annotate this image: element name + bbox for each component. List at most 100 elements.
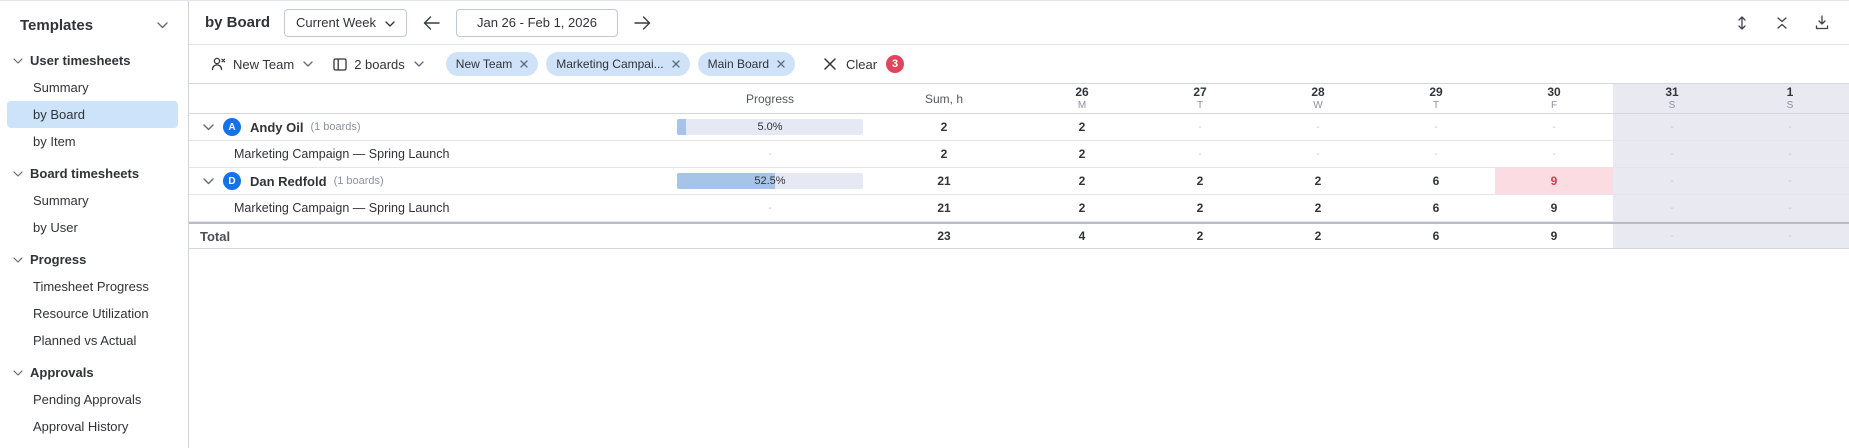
progress-cell: 5.0%: [675, 114, 865, 140]
sidebar-group-header[interactable]: Approvals: [0, 359, 188, 386]
day-cell[interactable]: 4: [1078, 229, 1086, 243]
day-cell[interactable]: -: [1434, 121, 1438, 133]
sidebar-group: Approvals Pending Approvals Approval His…: [0, 359, 188, 440]
day-cell[interactable]: -: [1198, 121, 1202, 133]
day-cell[interactable]: 2: [1314, 174, 1322, 188]
boards-filter-button[interactable]: 2 boards: [327, 57, 430, 72]
expand-chevron-icon[interactable]: [203, 123, 214, 131]
download-button[interactable]: [1809, 10, 1835, 36]
chevron-down-icon: [13, 256, 23, 263]
sidebar-item[interactable]: Resource Utilization: [7, 300, 178, 327]
day-cell[interactable]: -: [1731, 224, 1849, 248]
day-cell[interactable]: -: [1731, 195, 1849, 221]
sidebar-group-items: Pending Approvals Approval History: [0, 386, 188, 440]
day-cell[interactable]: 2: [1078, 201, 1086, 215]
sidebar-group-label: Progress: [30, 252, 87, 267]
day-cell[interactable]: -: [1731, 168, 1849, 194]
sidebar-item[interactable]: Summary: [7, 74, 178, 101]
day-cell[interactable]: 2: [1196, 229, 1204, 243]
day-cell[interactable]: 2: [1078, 147, 1086, 161]
day-cell[interactable]: 6: [1432, 201, 1440, 215]
expand-vertical-icon: [1738, 15, 1746, 30]
collapse-all-button[interactable]: [1769, 10, 1795, 36]
sidebar-item-label: Approval History: [33, 419, 129, 434]
sidebar-item[interactable]: by User: [7, 214, 178, 241]
day-cell[interactable]: 9: [1550, 201, 1558, 215]
date-range-button[interactable]: Jan 26 - Feb 1, 2026: [455, 8, 618, 37]
day-cell[interactable]: -: [1731, 141, 1849, 167]
next-week-button[interactable]: [632, 14, 653, 32]
main-panel: by Board Current Week Jan 26 - Feb 1, 20…: [189, 1, 1849, 448]
chevron-down-icon: [13, 369, 23, 376]
close-icon: [824, 58, 836, 70]
sidebar-item-label: by Item: [33, 134, 76, 149]
name-column-header: [189, 84, 675, 113]
board-name: Marketing Campaign — Spring Launch: [234, 147, 450, 161]
day-cell[interactable]: -: [1613, 114, 1731, 140]
sidebar-group-header[interactable]: User timesheets: [0, 47, 188, 74]
prev-week-button[interactable]: [421, 14, 442, 32]
filter-chip[interactable]: Marketing Campai...: [546, 52, 690, 76]
remove-chip-icon[interactable]: [671, 60, 680, 68]
board-name-cell: Marketing Campaign — Spring Launch: [189, 141, 675, 167]
expand-vertical-button[interactable]: [1729, 10, 1755, 36]
team-filter-button[interactable]: New Team: [205, 57, 319, 72]
progress-cell: -: [768, 202, 772, 214]
day-cell[interactable]: -: [1731, 114, 1849, 140]
day-cell[interactable]: -: [1552, 121, 1556, 133]
sidebar-group-label: Approvals: [30, 365, 94, 380]
sidebar-item[interactable]: Timesheet Progress: [7, 273, 178, 300]
day-cell[interactable]: -: [1552, 148, 1556, 160]
day-of-week: F: [1550, 99, 1558, 111]
day-cell[interactable]: 9: [1495, 168, 1613, 194]
progress-label: 5.0%: [757, 121, 783, 133]
day-cell[interactable]: 6: [1432, 174, 1440, 188]
day-number: 26: [1075, 84, 1089, 99]
day-cell[interactable]: 2: [1314, 201, 1322, 215]
sidebar-group-items: Summary by Board by Item: [0, 74, 188, 155]
sidebar-item[interactable]: Summary: [7, 187, 178, 214]
period-select[interactable]: Current Week: [284, 8, 407, 37]
day-cell[interactable]: 2: [1314, 229, 1322, 243]
remove-chip-icon[interactable]: [520, 60, 528, 68]
sidebar-item[interactable]: by Board: [7, 101, 178, 128]
day-cell[interactable]: -: [1316, 148, 1320, 160]
day-cell[interactable]: 6: [1432, 229, 1440, 243]
day-cell[interactable]: -: [1198, 148, 1202, 160]
toolbar: by Board Current Week Jan 26 - Feb 1, 20…: [189, 1, 1849, 45]
filter-chip[interactable]: New Team: [445, 52, 539, 76]
clear-filters-button[interactable]: Clear 3: [817, 54, 910, 74]
sidebar-item[interactable]: Planned vs Actual: [7, 327, 178, 354]
chevron-down-icon[interactable]: [157, 22, 168, 29]
sidebar-group: User timesheets Summary by Board by Item: [0, 47, 188, 155]
filter-chip[interactable]: Main Board: [697, 52, 795, 76]
progress-cell: [675, 224, 865, 248]
sidebar-item[interactable]: by Item: [7, 128, 178, 155]
day-cell[interactable]: 2: [1196, 201, 1204, 215]
progress-column-header: Progress: [745, 91, 795, 106]
day-cell[interactable]: -: [1613, 224, 1731, 248]
day-column-header: 1 S: [1731, 84, 1849, 113]
sidebar-item[interactable]: Pending Approvals: [7, 386, 178, 413]
day-cell[interactable]: 2: [1196, 174, 1204, 188]
day-cell[interactable]: 2: [1078, 174, 1086, 188]
progress-bar: 5.0%: [677, 119, 863, 135]
day-cell[interactable]: -: [1613, 141, 1731, 167]
sidebar-group: Progress Timesheet Progress Resource Uti…: [0, 246, 188, 354]
sidebar-group-header[interactable]: Progress: [0, 246, 188, 273]
progress-label: 52.5%: [754, 175, 786, 187]
day-cell[interactable]: 2: [1078, 120, 1086, 134]
day-cell[interactable]: -: [1613, 195, 1731, 221]
expand-chevron-icon[interactable]: [203, 177, 214, 185]
sidebar-item[interactable]: Approval History: [7, 413, 178, 440]
table-row-total: Total 23 4 2 2 6 9 --: [189, 222, 1849, 249]
remove-chip-icon[interactable]: [777, 60, 785, 68]
day-cell[interactable]: -: [1434, 148, 1438, 160]
sidebar-group-label: Board timesheets: [30, 166, 140, 181]
day-cell[interactable]: 9: [1550, 229, 1558, 243]
day-cell[interactable]: -: [1316, 121, 1320, 133]
day-of-week: S: [1786, 99, 1794, 111]
day-of-week: W: [1313, 99, 1323, 111]
day-cell[interactable]: -: [1613, 168, 1731, 194]
sidebar-group-header[interactable]: Board timesheets: [0, 160, 188, 187]
